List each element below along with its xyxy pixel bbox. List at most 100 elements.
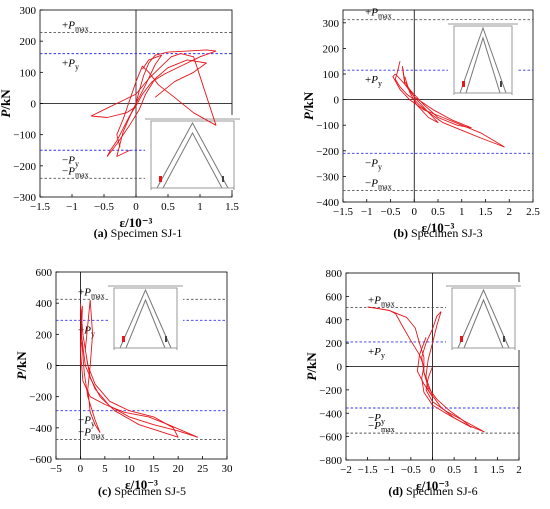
hysteresis-curve-6: [116, 54, 163, 157]
reference-line-label: −Py: [78, 415, 95, 429]
panel-a: −1.5 −1 −0.5 0 0.5 1 1.5 −300 −200 −100 0 100 200 300…: [0, 5, 240, 240]
x-tick-label: −0.5: [401, 464, 421, 476]
reference-line-label: −Py: [365, 157, 382, 171]
hysteresis-curve-2: [392, 73, 505, 148]
x-tick-label: 0: [78, 463, 84, 475]
x-tick-label: −1: [383, 464, 395, 476]
y-tick-label: −300: [13, 192, 36, 204]
y-tick-label: 0: [31, 99, 37, 111]
y-tick-label: −400: [316, 197, 339, 209]
reference-line-label: +Pmax: [78, 286, 105, 300]
y-tick-label: 0: [337, 362, 343, 374]
specimen-diagram: [145, 115, 240, 190]
specimen-diagram: [446, 282, 521, 350]
panel-d: −2 −1.5 −1 −0.5 0 0.5 1 1.5 2 −800 −600 −400 −200 0 20…: [304, 268, 522, 498]
x-tick-label: 1: [459, 206, 465, 218]
x-axis-label: ε/10⁻³: [422, 220, 455, 235]
y-tick-label: −400: [319, 408, 342, 420]
hysteresis-curve-1: [135, 49, 217, 104]
reference-line-label: −Py: [368, 412, 385, 426]
x-tick-label: −5: [50, 463, 62, 475]
x-tick-label: −2: [340, 464, 352, 476]
y-axis-label: P/kN: [301, 91, 316, 120]
reference-line-label: −Pmax: [62, 165, 89, 179]
y-tick-label: −100: [316, 120, 339, 132]
x-axis-label: ε/10⁻³: [120, 215, 153, 230]
x-tick-label: 2.5: [526, 206, 540, 218]
panel-caption: (d) Specimen SJ-6: [388, 484, 477, 498]
y-tick-label: 200: [323, 43, 340, 55]
x-tick-label: 15: [148, 463, 160, 475]
y-tick-label: 0: [334, 95, 340, 107]
x-tick-label: 5: [102, 463, 108, 475]
x-tick-label: 1.5: [491, 464, 505, 476]
y-tick-label: 600: [36, 267, 53, 279]
y-tick-label: 100: [323, 69, 340, 81]
hysteresis-curve-4: [90, 53, 217, 126]
x-tick-label: 20: [173, 463, 185, 475]
hysteresis-curve-5: [116, 65, 217, 148]
hysteresis-curve-3: [367, 306, 472, 428]
reference-line-label: +Pmax: [62, 19, 89, 33]
hysteresis-curve-3: [79, 300, 179, 438]
y-tick-label: 300: [323, 18, 340, 30]
reference-line-label: −Pmax: [78, 427, 105, 441]
panel-caption: (a) Specimen SJ-1: [94, 226, 183, 240]
hysteresis-curve-1: [394, 61, 505, 148]
reference-line-label: −Pmax: [365, 177, 392, 191]
x-tick-label: −1.5: [30, 201, 50, 213]
reference-line-label: −Pmax: [368, 420, 395, 434]
y-tick-label: 400: [326, 315, 343, 327]
hysteresis-curve-5: [416, 311, 442, 398]
x-axis-label: ε/10⁻³: [416, 478, 449, 493]
hysteresis-curve-1: [425, 366, 485, 433]
panel-c: −5 0 5 10 15 20 25 30 −600 −400 −200 0 200 400 600 P/kN…: [14, 267, 233, 498]
x-tick-label: −1.5: [358, 464, 378, 476]
y-tick-label: −300: [316, 171, 339, 183]
x-tick-label: −0.5: [381, 206, 401, 218]
y-tick-label: 400: [36, 298, 53, 310]
x-tick-label: 0.5: [447, 464, 461, 476]
y-tick-label: −600: [29, 454, 52, 466]
panel-caption: (b) Specimen SJ-3: [393, 226, 482, 240]
hysteresis-curve-3: [106, 59, 207, 157]
y-tick-label: −200: [29, 392, 52, 404]
x-tick-label: 0: [430, 464, 436, 476]
x-tick-label: −1.5: [333, 206, 353, 218]
hysteresis-curve-4: [421, 311, 472, 428]
y-tick-label: −800: [319, 455, 342, 467]
panel-b: −1.5 −1 −0.5 0 0.5 1 1.5 2 2.5 −400 −300 −200 −100 0 1…: [301, 7, 540, 240]
y-tick-label: −100: [13, 130, 36, 142]
x-tick-label: 0.5: [161, 201, 175, 213]
y-tick-label: 0: [47, 361, 53, 373]
hysteresis-curve-4: [401, 66, 439, 124]
y-tick-label: 800: [326, 268, 343, 280]
reference-line-label: +Py: [368, 346, 385, 360]
specimen-diagram: [108, 282, 183, 350]
y-tick-label: −200: [13, 161, 36, 173]
x-tick-label: 1.5: [225, 201, 239, 213]
y-tick-label: −400: [29, 423, 52, 435]
y-tick-label: 200: [36, 329, 53, 341]
x-tick-label: 1: [197, 201, 203, 213]
y-tick-label: 100: [20, 67, 37, 79]
x-axis-label: ε/10⁻³: [125, 477, 158, 492]
x-tick-label: −1: [66, 201, 78, 213]
y-axis-label: P/kN: [0, 89, 13, 118]
specimen-diagram: [448, 20, 518, 95]
reference-line-label: +Pmax: [368, 294, 395, 308]
y-tick-label: 300: [20, 5, 37, 17]
x-tick-label: 30: [222, 463, 234, 475]
reference-line-label: +Pmax: [365, 7, 392, 21]
x-tick-label: 1.5: [479, 206, 493, 218]
y-axis-label: P/kN: [14, 351, 29, 380]
y-tick-label: 200: [326, 338, 343, 350]
y-tick-label: 200: [20, 36, 37, 48]
y-tick-label: −200: [319, 385, 342, 397]
x-tick-label: 0.5: [431, 206, 445, 218]
x-tick-label: −0.5: [94, 201, 114, 213]
y-tick-label: −600: [319, 432, 342, 444]
x-tick-label: −1: [361, 206, 373, 218]
x-tick-label: 0: [412, 206, 418, 218]
